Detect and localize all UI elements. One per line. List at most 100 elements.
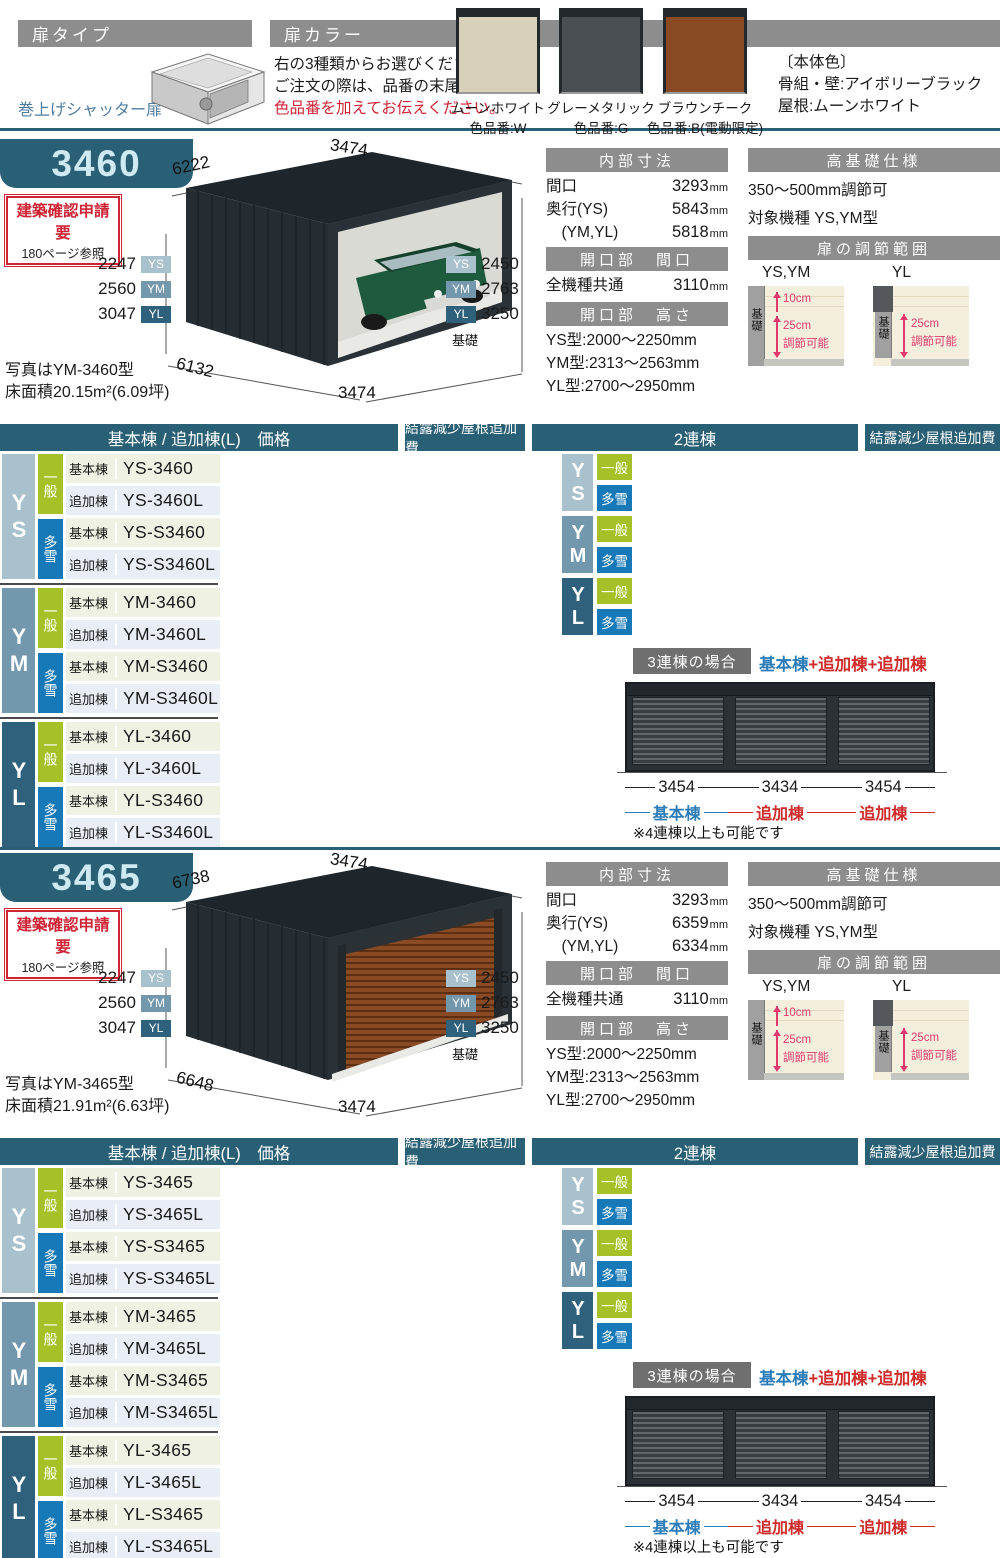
high-base-panel: 高基礎仕様 350〜500mm調節可 対象機種 YS,YM型 扉の調節範囲 YS… xyxy=(748,148,1000,372)
duo-group-ys: YS 一般 多雪 xyxy=(562,1168,634,1225)
door-color-header-label: 扉カラー xyxy=(284,26,364,45)
triple-garage-front xyxy=(625,682,935,772)
triple-note: ※4連棟以上も可能です xyxy=(633,1540,784,1556)
duo-group-yl: YL 一般 多雪 xyxy=(562,578,634,635)
shutter-box-icon xyxy=(150,53,266,125)
group-separator xyxy=(0,717,218,719)
dim-value: 2247 xyxy=(98,968,136,987)
permit-page-ref: 180ページ参照 xyxy=(21,247,105,261)
unit-type-label: 基本棟 xyxy=(69,660,109,675)
body-color-line-1: 骨組・壁:アイボリーブラック xyxy=(778,76,983,93)
dim-row: YS 2450 xyxy=(446,968,519,988)
dim-value: 3047 xyxy=(98,304,136,323)
upper-wall-block xyxy=(873,286,893,312)
dew-reduction-header: 結露減少屋根追加費 xyxy=(865,1138,1000,1165)
model-number: YM-3460 xyxy=(115,592,196,613)
body-color-line-2: 屋根:ムーンホワイト xyxy=(778,98,922,115)
dim-row: 3047 YL xyxy=(92,1018,171,1038)
dim-value: 2450 xyxy=(481,254,519,273)
general-label: 一般 xyxy=(597,454,632,480)
general-label: 一般 xyxy=(38,1436,63,1496)
price-group-ys: YS 一般 多雪 基本棟 YS-3460 追加棟 YS-3460L 基本棟 YS-S346… xyxy=(2,454,220,579)
dim-value: 3454 xyxy=(658,778,696,796)
lintel xyxy=(627,684,933,696)
triple-dims: 3454 3434 3454 xyxy=(625,1492,935,1511)
dim-row: YL 3250 xyxy=(446,304,519,324)
high-base-range: 350〜500mm調節可 xyxy=(748,182,888,199)
dim-width-bottom: 3474 xyxy=(338,1097,376,1116)
arrow-up xyxy=(900,310,908,320)
color-swatch-brown-teak: ブラウンチーク 色品番:B(電動限定) xyxy=(627,8,783,137)
model-number: YL-3460L xyxy=(115,758,201,779)
unit-type-label: 追加棟 xyxy=(69,1272,109,1287)
spec-row: 間口 3293mm xyxy=(546,174,728,195)
label-adjustable: 調節可能 xyxy=(783,338,829,350)
heavy-snow-label: 多雪 xyxy=(38,653,63,713)
floor-strip xyxy=(891,359,969,366)
arrow-up xyxy=(773,1002,781,1012)
dim-value: 3454 xyxy=(658,1492,696,1510)
series-letter: YM xyxy=(562,516,593,573)
dew-reduction-header: 結露減少屋根追加費 xyxy=(405,1134,525,1170)
adjust-left-label: YS,YM xyxy=(762,264,811,281)
dim-value: 2560 xyxy=(98,993,136,1012)
heavy-snow-label: 多雪 xyxy=(597,1323,632,1349)
spec-label: 間口 xyxy=(546,178,578,195)
series-letter: YL xyxy=(562,578,593,635)
dim-line-10cm xyxy=(776,292,778,312)
unit-type-label: 追加棟 xyxy=(69,692,109,707)
dim-value: 2560 xyxy=(98,279,136,298)
dim-line-25cm xyxy=(903,314,905,356)
dim-line-25cm xyxy=(776,316,778,356)
label-25cm: 25cm xyxy=(783,1034,812,1046)
series-letter: YS xyxy=(562,1168,593,1225)
dim-cell: 3454 xyxy=(625,778,729,797)
group-separator xyxy=(0,1431,218,1433)
foundation-label: 基礎 xyxy=(452,1047,479,1062)
adjust-diagrams: 基礎 10cm 25cm 調節可能 基礎 xyxy=(748,286,1000,372)
arrow-up xyxy=(773,312,781,322)
ground-line xyxy=(617,772,947,773)
model-number: YS-3465 xyxy=(115,1172,193,1193)
price-row: 基本棟 YS-S3465 xyxy=(66,1232,220,1261)
high-base-header: 高基礎仕様 xyxy=(748,862,1000,886)
heavy-snow-label: 多雪 xyxy=(38,1367,63,1427)
unit-type-label: 追加棟 xyxy=(69,494,109,509)
permit-inner: 建築確認申請要 180ページ参照 xyxy=(6,196,120,265)
model-number: YS-3460 xyxy=(115,458,193,479)
floor-strip xyxy=(891,1073,969,1080)
dim-row: 2560 YM xyxy=(92,279,171,299)
arrow-down xyxy=(900,1066,908,1076)
arrow-down xyxy=(900,352,908,362)
triple-unit-diagram: 3連棟の場合 基本棟+追加棟+追加棟 3454 3434 3454 基本棟 +追… xyxy=(617,648,1000,844)
spec-label: 全機種共通 xyxy=(546,991,624,1008)
label-adjustable: 調節可能 xyxy=(783,1052,829,1064)
spec-value: 3110mm xyxy=(673,990,728,1008)
price-row: 追加棟 YS-S3460L xyxy=(66,550,220,579)
floor-area-caption: 床面積20.15m²(6.09坪) xyxy=(5,384,170,401)
general-label: 一般 xyxy=(597,1292,632,1318)
price-row: 基本棟 YL-S3465 xyxy=(66,1500,220,1529)
model-number: YS-S3460 xyxy=(115,522,205,543)
permit-text: 建築確認申請要 xyxy=(16,917,110,956)
price-group-yl: YL 一般 多雪 基本棟 YL-3460 追加棟 YL-3460L 基本棟 YL-S346… xyxy=(2,722,220,847)
wall-line xyxy=(889,1010,969,1011)
high-base-header: 高基礎仕様 xyxy=(748,148,1000,172)
triple-unit-formula: 基本棟+追加棟+追加棟 xyxy=(759,651,927,675)
price-row: 基本棟 YM-S3460 xyxy=(66,652,220,681)
price-row: 基本棟 YM-3460 xyxy=(66,588,220,617)
adjust-left-label: YS,YM xyxy=(762,978,811,995)
unit-type-label: 基本棟 xyxy=(69,1310,109,1325)
price-row: 追加棟 YL-S3460L xyxy=(66,818,220,847)
group-separator xyxy=(0,1297,218,1299)
color-swatch-gray-metallic: グレーメタリック 色品番:G xyxy=(533,8,669,137)
base-unit-label: 基本棟 xyxy=(625,1514,729,1538)
desc-line-3: 色品番を加えてお伝えください。 xyxy=(274,100,505,117)
opening-height-row: YS型:2000〜2250mm xyxy=(546,332,697,349)
dim-value: 3454 xyxy=(864,1492,902,1510)
high-base-target: 対象機種 YS,YM型 xyxy=(748,924,879,941)
series-letter: YL xyxy=(2,722,35,847)
label-25cm: 25cm xyxy=(911,1032,940,1044)
model-number: YS-S3465 xyxy=(115,1236,205,1257)
dim-width-bottom: 3474 xyxy=(338,383,376,402)
